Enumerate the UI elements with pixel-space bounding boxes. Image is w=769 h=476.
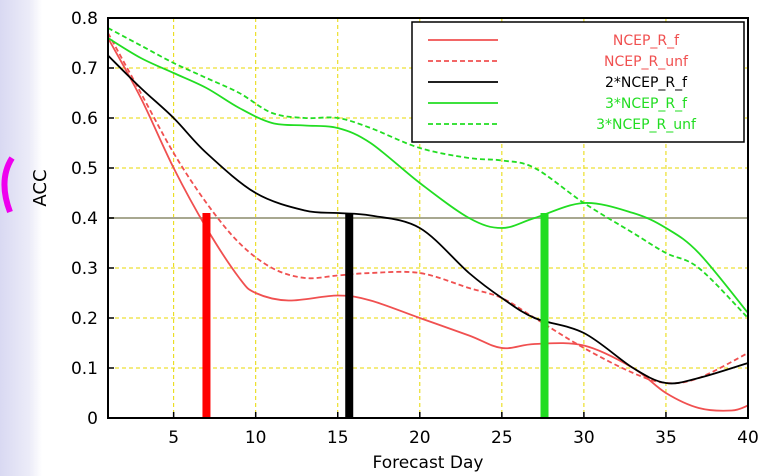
x-tick-label-7: 40 (737, 428, 759, 448)
legend: NCEP_R_f NCEP_R_unf 2*NCEP_R_f 3*NCEP_R_f 3*… (411, 21, 745, 143)
y-tick-label-2: 0.2 (71, 309, 98, 329)
y-tick-label-1: 0.1 (71, 359, 98, 379)
series-line-4 (107, 27, 749, 319)
vertical-markers (202, 213, 549, 418)
slide-background-strip (0, 0, 42, 476)
axis-ticks: 5 10 15 20 25 30 35 40 0 0.1 0.2 0.3 0.4 0.5 0.6 0.7 0.8 (71, 9, 759, 448)
x-tick-label-0: 5 (168, 428, 179, 448)
x-tick-label-5: 30 (573, 428, 595, 448)
x-axis-label: Forecast Day (373, 453, 484, 473)
legend-label-0: NCEP_R_f (613, 33, 680, 49)
legend-label-2: 2*NCEP_R_f (605, 75, 688, 91)
y-tick-label-6: 0.6 (71, 109, 98, 129)
x-tick-label-6: 35 (655, 428, 677, 448)
y-tick-label-8: 0.8 (71, 9, 98, 29)
y-tick-label-3: 0.3 (71, 259, 98, 279)
y-tick-label-0: 0 (87, 409, 98, 429)
x-tick-label-2: 15 (327, 428, 349, 448)
x-tick-label-4: 25 (491, 428, 513, 448)
series-line-1 (107, 32, 749, 385)
legend-label-4: 3*NCEP_R_unf (596, 117, 697, 133)
legend-label-1: NCEP_R_unf (604, 54, 689, 70)
y-tick-label-4: 0.4 (71, 209, 98, 229)
partial-circle-decoration (1, 156, 15, 214)
x-tick-label-3: 20 (409, 428, 431, 448)
y-tick-label-5: 0.5 (71, 159, 98, 179)
x-tick-label-1: 10 (245, 428, 267, 448)
series-line-3 (107, 37, 749, 314)
legend-label-3: 3*NCEP_R_f (605, 96, 688, 112)
y-tick-label-7: 0.7 (71, 59, 98, 79)
series-line-2 (107, 54, 749, 385)
series-lines (107, 27, 749, 412)
series-line-0 (107, 37, 749, 412)
y-axis-label: ACC (30, 169, 51, 206)
